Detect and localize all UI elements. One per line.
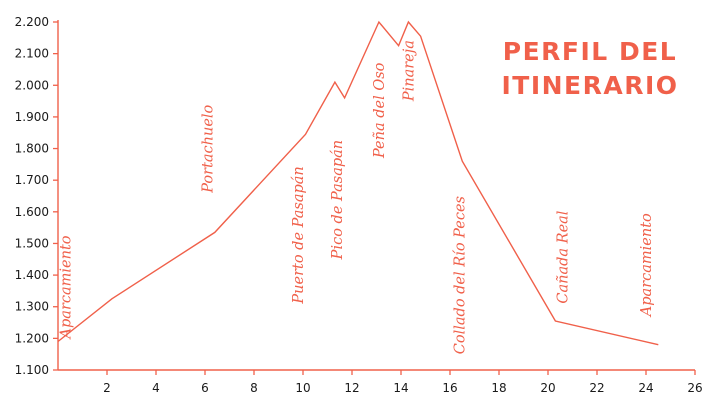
place-label: Portachuelo — [200, 104, 216, 193]
x-tick-label: 18 — [491, 381, 506, 395]
y-tick-label: 1.800 — [15, 142, 49, 156]
x-tick-label: 8 — [250, 381, 258, 395]
y-tick-label: 1.900 — [15, 110, 49, 124]
x-tick-label: 20 — [540, 381, 555, 395]
x-tick-label: 16 — [442, 381, 457, 395]
y-axis: 1.100 1.200 1.300 1.400 1.500 1.600 1.700 1.800… — [15, 15, 59, 377]
elevation-profile-line — [57, 20, 659, 346]
y-tick-label: 1.500 — [15, 236, 49, 250]
x-tick-label: 22 — [589, 381, 604, 395]
x-tick-label: 24 — [638, 381, 653, 395]
place-label: Aparcamiento — [639, 213, 655, 318]
series-layer — [57, 20, 659, 346]
y-tick-label: 1.700 — [15, 173, 49, 187]
y-tick-label: 1.600 — [15, 205, 49, 219]
chart-title: PERFIL DEL ITINERARIO — [501, 37, 678, 100]
y-tick-label: 1.200 — [15, 331, 49, 345]
place-label: Peña del Oso — [372, 62, 388, 159]
y-tick-label: 1.400 — [15, 268, 49, 282]
x-tick-label: 14 — [393, 381, 408, 395]
x-tick-label: 6 — [201, 381, 209, 395]
x-axis: 2 4 6 8 10 12 14 16 18 20 22 24 26 — [58, 369, 703, 395]
y-tick-label: 2.100 — [15, 47, 49, 61]
x-tick-label: 10 — [295, 381, 310, 395]
y-tick-label: 2.000 — [15, 78, 49, 92]
y-tick-label: 2.200 — [15, 15, 49, 29]
x-tick-label: 12 — [344, 381, 359, 395]
place-label: Pico de Pasapán — [330, 140, 346, 260]
x-tick-label: 26 — [687, 381, 702, 395]
place-label: Pinareja — [401, 40, 417, 102]
y-tick-label: 1.300 — [15, 300, 49, 314]
place-label: Puerto de Pasapán — [291, 166, 307, 304]
place-label: Collado del Río Peces — [453, 196, 469, 354]
place-label: Aparcamiento — [58, 235, 74, 340]
annotations-layer: Aparcamiento Portachuelo Puerto de Pasapán… — [58, 40, 655, 354]
y-tick-label: 1.100 — [15, 363, 49, 377]
place-label: Cañada Real — [556, 210, 572, 303]
title-line-2: ITINERARIO — [501, 71, 678, 100]
x-tick-label: 2 — [103, 381, 111, 395]
x-tick-label: 4 — [152, 381, 160, 395]
title-line-1: PERFIL DEL — [503, 37, 677, 66]
